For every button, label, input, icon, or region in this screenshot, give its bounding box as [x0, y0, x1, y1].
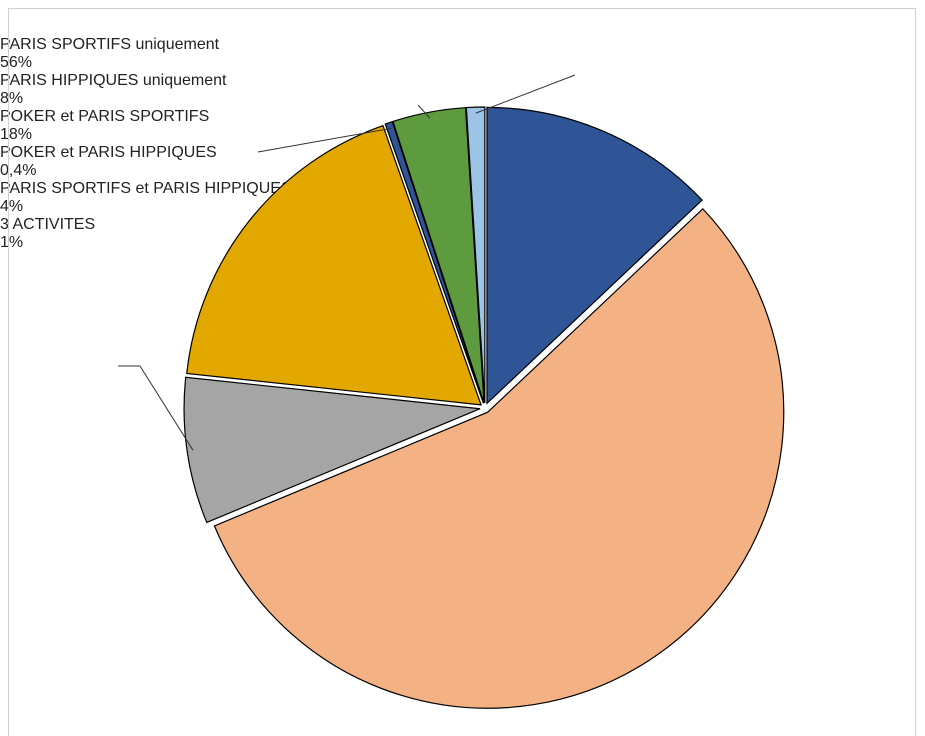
value-label: 1% [0, 234, 24, 251]
slice-label: PARIS HIPPIQUES uniquement 8% [0, 72, 925, 108]
pie-slice [486, 106, 703, 405]
leader-line [475, 74, 576, 114]
value-label: 8% [0, 90, 24, 107]
leader-line [118, 365, 194, 451]
pie-slice [392, 107, 485, 404]
slice-label: 3 ACTIVITES 1% [0, 216, 925, 252]
category-label: POKER et PARIS HIPPIQUES [0, 144, 217, 161]
category-label: PARIS SPORTIFS uniquement [0, 36, 220, 53]
category-label: PARIS SPORTIFS et PARIS HIPPIQUES [0, 180, 292, 197]
leader-line [417, 104, 431, 119]
value-label: 0,4% [0, 162, 37, 179]
pie-slice [384, 120, 484, 404]
category-label: PARIS HIPPIQUES uniquement [0, 72, 227, 89]
pie-slice [465, 106, 486, 404]
chart-border [8, 8, 916, 736]
slice-label: PARIS SPORTIFS et PARIS HIPPIQUES 4% [0, 180, 925, 216]
slice-label: POKER et PARIS HIPPIQUES 0,4% [0, 144, 925, 180]
category-label: 3 ACTIVITES [0, 216, 96, 233]
leader-line [257, 127, 391, 153]
pie-slice [183, 376, 481, 524]
pie-slice [186, 124, 482, 406]
category-label: POKER et PARIS SPORTIFS [0, 108, 210, 125]
pie-slice [213, 208, 785, 709]
value-label: 4% [0, 198, 24, 215]
